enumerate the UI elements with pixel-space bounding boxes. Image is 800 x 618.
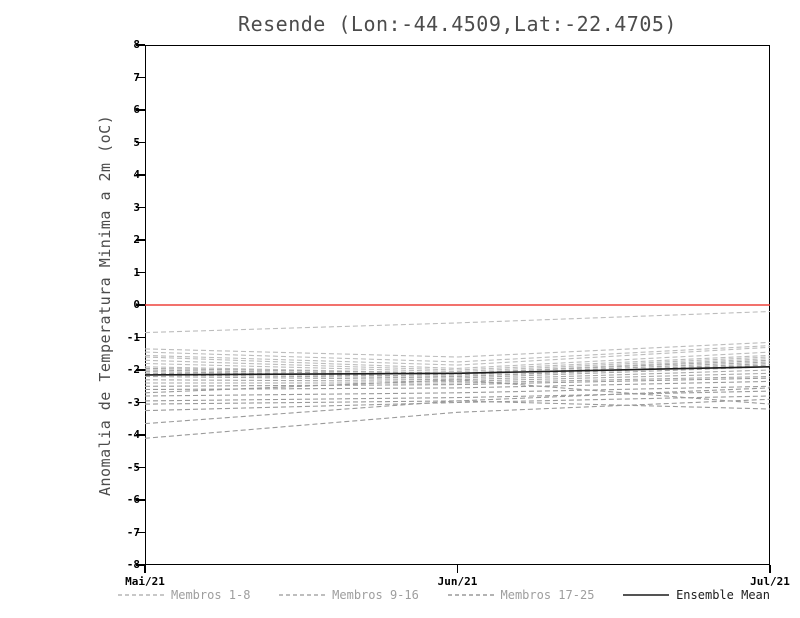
legend-label: Membros 1-8 [171, 588, 251, 602]
legend-line-swatch [279, 594, 326, 596]
y-tick-mark [136, 239, 145, 241]
legend-label: Ensemble Mean [676, 588, 770, 602]
y-tick-label: -1 [126, 330, 140, 344]
ensemble-member-line [145, 354, 770, 371]
ensemble-member-line [145, 375, 770, 384]
legend-label: Membros 17-25 [500, 588, 595, 602]
ensemble-member-line [145, 390, 770, 402]
legend: Membros 1-8 Membros 9-16 Membros 17-25 Ense… [118, 586, 770, 604]
y-tick-label: 7 [102, 70, 140, 86]
y-tick-label: -5 [126, 460, 140, 474]
y-tick-mark [136, 206, 145, 209]
y-tick-mark [136, 434, 145, 436]
x-tick-mark [769, 565, 771, 573]
legend-item: Membros 17-25 [447, 588, 595, 602]
y-tick-label: -6 [126, 493, 140, 506]
y-tick-label: 0 [102, 297, 140, 313]
legend-item: Ensemble Mean [623, 588, 770, 602]
ensemble-member-line [145, 310, 770, 334]
legend-label: Membros 9-16 [332, 588, 419, 602]
y-tick-label: -3 [126, 395, 140, 409]
y-tick-mark [136, 141, 145, 144]
y-tick-mark [136, 109, 145, 111]
plot-area [145, 304, 770, 439]
x-tick-mark [456, 565, 459, 573]
y-tick-label: -8 [126, 558, 140, 571]
y-tick-label: 1 [102, 265, 140, 281]
y-tick-mark [136, 271, 145, 274]
y-tick-label: 4 [102, 167, 140, 183]
y-tick-label: 5 [102, 135, 140, 151]
y-tick-label: 8 [102, 37, 140, 53]
ensemble-member-line [145, 366, 770, 379]
y-tick-mark [136, 401, 145, 404]
y-tick-mark [136, 531, 145, 534]
ensemble-member-line [145, 377, 770, 387]
ensemble-member-line [145, 372, 770, 382]
x-tick-label: Jul/21 [750, 575, 790, 588]
y-tick-mark [136, 499, 145, 501]
ensemble-member-line [145, 361, 770, 376]
legend-line-swatch [118, 594, 164, 596]
y-tick-mark [136, 466, 145, 469]
chart-title: Resende (Lon:-44.4509,Lat:-22.4705) [238, 12, 677, 36]
x-tick-mark [144, 565, 146, 573]
y-tick-label: 3 [102, 200, 140, 216]
ensemble-member-line [145, 351, 770, 369]
ensemble-member-line [145, 387, 770, 425]
ensemble-member-line [145, 346, 770, 366]
ensemble-member-line [145, 379, 770, 405]
y-tick-label: 2 [102, 232, 140, 248]
y-tick-label: 6 [102, 102, 140, 118]
y-tick-mark [136, 369, 145, 371]
ensemble-member-line [145, 385, 770, 397]
y-tick-label: -7 [126, 525, 140, 539]
ensemble-mean-line [145, 366, 770, 376]
y-tick-label: -4 [126, 428, 140, 441]
ensemble-member-line [145, 345, 770, 363]
x-tick-label: Jun/21 [437, 575, 478, 588]
legend-line-swatch [447, 594, 494, 596]
ensemble-member-line [145, 356, 770, 373]
y-tick-mark [136, 76, 145, 79]
ensemble-member-line [145, 341, 770, 358]
y-tick-mark [136, 44, 145, 46]
y-tick-label: -2 [126, 363, 140, 376]
x-tick-label: Mai/21 [125, 575, 165, 588]
legend-item: Membros 9-16 [279, 588, 419, 602]
legend-line-swatch [623, 594, 670, 596]
y-tick-mark [136, 564, 145, 566]
y-tick-mark [136, 336, 145, 339]
y-tick-mark [136, 304, 145, 306]
ensemble-member-line [145, 398, 770, 439]
legend-item: Membros 1-8 [118, 588, 250, 602]
y-tick-mark [136, 174, 145, 176]
ensemble-member-line [145, 395, 770, 412]
